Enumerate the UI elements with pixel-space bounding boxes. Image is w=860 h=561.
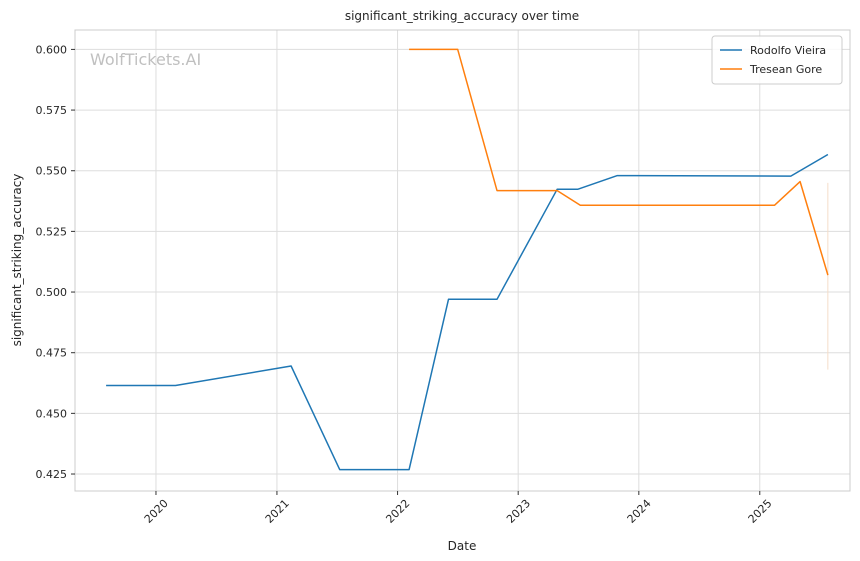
x-tick-label: 2023 <box>504 497 533 526</box>
x-axis-ticks: 2020 2021 2022 2023 2024 2025 <box>142 491 775 526</box>
y-tick-label: 0.525 <box>36 225 68 238</box>
series-lines <box>106 48 829 471</box>
series-line-1 <box>409 48 829 276</box>
x-tick-label: 2024 <box>625 497 654 526</box>
legend-entry: Tresean Gore <box>749 63 822 76</box>
y-tick-label: 0.500 <box>36 286 68 299</box>
y-tick-label: 0.575 <box>36 104 68 117</box>
y-tick-label: 0.600 <box>36 43 68 56</box>
legend-entry: Rodolfo Vieira <box>750 44 826 57</box>
watermark-text: WolfTickets.AI <box>90 50 201 69</box>
chart-title: significant_striking_accuracy over time <box>345 9 579 23</box>
grid <box>75 30 850 491</box>
y-tick-label: 0.450 <box>36 407 68 420</box>
x-tick-label: 2022 <box>383 497 412 526</box>
y-axis-label: significant_striking_accuracy <box>10 174 24 347</box>
series-line-0 <box>106 153 829 471</box>
x-tick-label: 2025 <box>746 497 775 526</box>
plot-area <box>74 29 851 492</box>
legend-box <box>711 35 843 85</box>
x-axis-label: Date <box>448 539 477 553</box>
x-tick-label: 2021 <box>263 497 292 526</box>
y-tick-label: 0.475 <box>36 347 68 360</box>
y-tick-label: 0.550 <box>36 165 68 178</box>
y-tick-label: 0.425 <box>36 468 68 481</box>
legend: Rodolfo Vieira Tresean Gore <box>711 35 843 85</box>
y-axis-ticks: 0.425 0.450 0.475 0.500 0.525 0.550 0.575 0.600 <box>36 43 75 481</box>
x-tick-label: 2020 <box>142 497 171 526</box>
